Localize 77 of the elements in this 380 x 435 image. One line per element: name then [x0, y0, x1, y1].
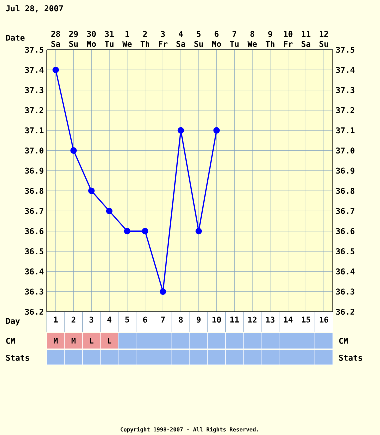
y2-tick-label: 36.8 [336, 188, 355, 194]
x-tick-label: 9 Th [266, 31, 275, 48]
y2-tick-label: 36.3 [336, 288, 355, 295]
x-axis-title: Date [6, 35, 25, 41]
y2-tick-label: 37.3 [336, 87, 355, 94]
x2-tick-label: 2 [72, 316, 76, 323]
point [160, 288, 166, 296]
x2-tick-label: 5 [126, 316, 130, 323]
x-tick-label: 11 Sa [302, 31, 311, 48]
y2-tick-label: 36.4 [336, 268, 355, 275]
y-tick-label: 37.4 [25, 67, 44, 74]
y-tick-label: 36.9 [25, 168, 44, 174]
text: CM [6, 338, 16, 344]
x2-tick-label: 9 [196, 316, 201, 323]
point [196, 228, 202, 235]
text: Stats [6, 354, 30, 362]
point [178, 127, 184, 134]
y-tick-label: 37.3 [25, 87, 44, 94]
x-tick-label: 10 Fr [284, 31, 293, 48]
y-tick-label: 36.6 [25, 228, 44, 234]
x-tick-label: 5 Su [194, 31, 204, 48]
x2-tick-label: 3 [90, 316, 94, 323]
x2-tick-label: 12 [248, 316, 257, 323]
x2-tick-label: 11 [230, 316, 240, 323]
text: Stats [339, 354, 362, 362]
y2-tick-label: 36.2 [336, 308, 354, 316]
x2-tick-label: 1 [54, 316, 58, 323]
x-tick-label: 2 Th [140, 31, 150, 48]
x2-tick-label: 16 [320, 316, 328, 323]
point [214, 127, 220, 134]
x2-tick-label: 13 [266, 316, 275, 323]
point [88, 188, 95, 194]
y-tick-label: 37.1 [25, 128, 44, 134]
y2-tick-label: 36.7 [336, 208, 355, 214]
y2-tick-label: 37.5 [336, 46, 355, 54]
y2-tick-label: 37.2 [336, 107, 354, 114]
x2-tick-label: 15 [302, 316, 310, 323]
x2-axis-title: Day [6, 318, 20, 326]
x-tick-label: 28 Sa [52, 31, 60, 48]
y2-tick-label: 37.0 [336, 148, 355, 154]
x-tick-label: 29 Su [69, 31, 78, 48]
x-tick-label: 1 We [122, 31, 132, 48]
point [70, 148, 78, 154]
y-tick-label: 37.0 [25, 148, 44, 154]
x-tick-label: 31 Tu [105, 31, 114, 48]
x2-tick-label: 7 [161, 316, 165, 323]
x2-tick-label: 8 [179, 316, 183, 323]
point [52, 66, 60, 74]
y-tick-label: 36.8 [25, 188, 44, 194]
y-tick-label: 36.2 [25, 308, 44, 316]
x2-tick-label: 10 [212, 316, 222, 323]
text: CM [339, 338, 348, 344]
x2-tick-label: 6 [143, 316, 148, 323]
x-tick-label: 8 We [248, 31, 258, 48]
y2-tick-label: 37.1 [336, 128, 355, 134]
y-tick-label: 36.3 [25, 288, 44, 295]
y2-tick-label: 36.5 [336, 248, 355, 255]
x-tick-label: 4 Sa [176, 31, 186, 48]
x2-tick-label: 4 [108, 316, 112, 323]
x-tick-label: 6 Mo [212, 31, 222, 48]
point [106, 208, 113, 214]
y2-tick-label: 36.6 [336, 228, 355, 234]
x-tick-label: 12 Su [320, 31, 328, 48]
x-tick-label: 30 Mo [87, 31, 96, 48]
y2-tick-label: 36.9 [336, 168, 355, 174]
y-tick-label: 36.4 [25, 268, 44, 275]
y-tick-label: 36.5 [25, 248, 44, 255]
x-tick-label: 3 Fr [159, 31, 168, 48]
y-tick-label: 37.5 [25, 46, 44, 54]
chart-title: Jul 28, 2007 [6, 5, 64, 13]
y2-tick-label: 37.4 [336, 67, 355, 74]
x-tick-label: 7 Tu [230, 31, 239, 48]
y-tick-label: 36.7 [25, 208, 44, 214]
point [124, 228, 131, 235]
x2-tick-label: 14 [284, 316, 293, 323]
point [142, 228, 149, 235]
y-tick-label: 37.2 [25, 107, 44, 114]
